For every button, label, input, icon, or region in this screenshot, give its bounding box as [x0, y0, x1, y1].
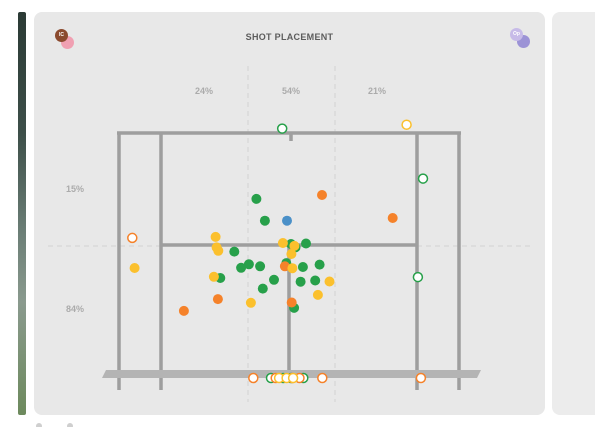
player-initials-right: Op: [513, 31, 520, 37]
previous-panel-edge: [18, 12, 26, 415]
shot-marker-orange-outline[interactable]: [127, 232, 138, 244]
shot-marker-yellow[interactable]: [213, 245, 224, 256]
footer-icon: [67, 423, 73, 427]
shot-marker-green[interactable]: [295, 276, 306, 287]
zone-center-percentage: 54%: [281, 86, 301, 96]
shot-marker-orange[interactable]: [317, 190, 327, 200]
shot-marker-blue[interactable]: [282, 215, 292, 226]
shot-marker-green[interactable]: [229, 246, 240, 257]
shot-marker-orange[interactable]: [387, 213, 398, 223]
shot-marker-yellow[interactable]: [324, 276, 335, 287]
shot-marker-green[interactable]: [314, 259, 325, 270]
shot-marker-yellow[interactable]: [312, 289, 323, 300]
player-avatar-left: IC: [55, 29, 68, 42]
shot-marker-green[interactable]: [236, 262, 247, 273]
zone-right-percentage: 21%: [367, 86, 387, 96]
shot-marker-orange-outline[interactable]: [248, 372, 259, 384]
shot-markers: [127, 119, 429, 384]
shot-marker-yellow[interactable]: [245, 297, 256, 308]
shot-marker-yellow[interactable]: [277, 238, 288, 248]
shot-marker-yellow[interactable]: [208, 271, 219, 282]
shot-marker-green[interactable]: [269, 274, 279, 285]
shot-marker-orange-outline[interactable]: [317, 372, 328, 384]
shot-marker-green[interactable]: [297, 262, 308, 272]
shot-marker-orange[interactable]: [212, 294, 223, 305]
zone-short-percentage: 84%: [65, 304, 85, 314]
zone-left-percentage: 24%: [194, 86, 214, 96]
shot-marker-green-outline[interactable]: [412, 271, 424, 283]
shot-marker-green[interactable]: [255, 261, 266, 272]
next-panel-edge[interactable]: [552, 12, 595, 415]
card-footer-icons: [36, 423, 73, 427]
shot-marker-yellow-outline[interactable]: [401, 119, 412, 130]
shot-marker-orange[interactable]: [286, 297, 297, 308]
shot-marker-yellow-outline[interactable]: [287, 372, 299, 384]
footer-icon: [36, 423, 42, 427]
shot-marker-green[interactable]: [301, 238, 311, 249]
shot-marker-green[interactable]: [310, 275, 321, 286]
shot-marker-yellow[interactable]: [129, 263, 140, 273]
shot-marker-green-outline[interactable]: [276, 123, 288, 134]
shot-marker-yellow[interactable]: [286, 249, 297, 259]
shot-marker-orange-outline[interactable]: [415, 372, 427, 384]
shot-marker-green-outline[interactable]: [417, 173, 429, 184]
shot-marker-green[interactable]: [259, 215, 270, 226]
shot-marker-green[interactable]: [257, 283, 268, 294]
shot-marker-yellow[interactable]: [289, 240, 300, 251]
panel-title: SHOT PLACEMENT: [245, 32, 334, 42]
player-initials-left: IC: [59, 32, 64, 38]
player-avatar-right: Op: [510, 28, 523, 41]
shot-marker-green[interactable]: [251, 193, 262, 204]
shot-marker-orange[interactable]: [279, 261, 290, 272]
shot-marker-yellow[interactable]: [287, 263, 298, 274]
zone-deep-percentage: 15%: [65, 184, 85, 194]
shot-marker-orange[interactable]: [178, 305, 189, 316]
shot-marker-yellow[interactable]: [210, 231, 221, 242]
shot-marker-green[interactable]: [243, 259, 254, 270]
